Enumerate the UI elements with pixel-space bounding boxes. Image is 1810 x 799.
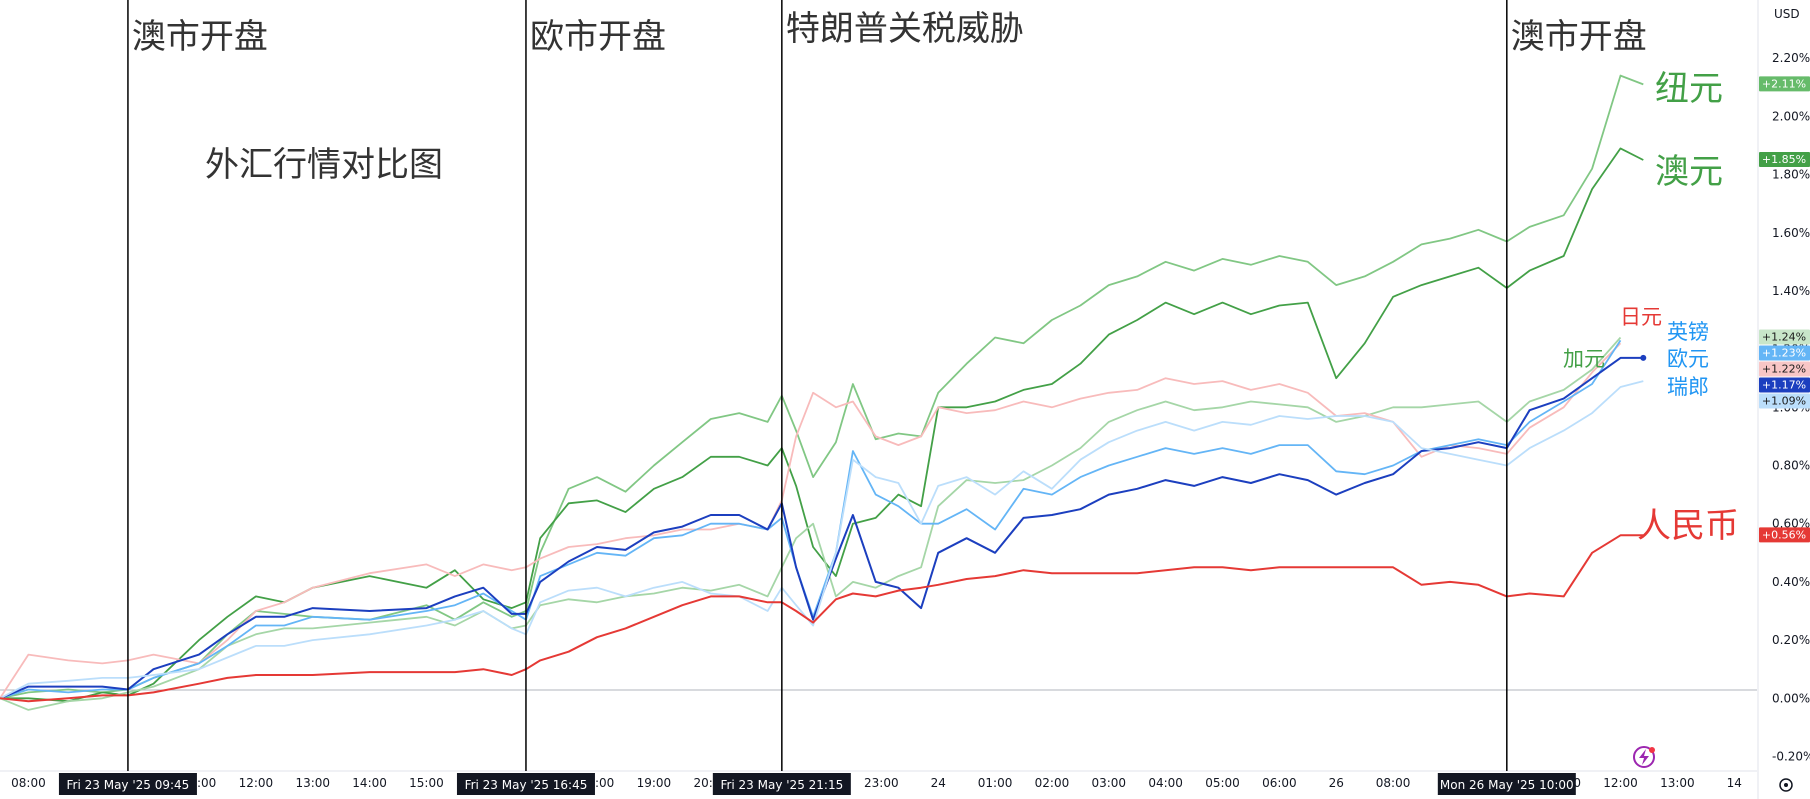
- value-badge: [1759, 76, 1810, 92]
- time-chip-bg: [1437, 773, 1576, 795]
- series-line-3[interactable]: [0, 342, 1622, 699]
- series-label-cny: 人民币: [1637, 506, 1739, 546]
- gear-icon[interactable]: [1779, 778, 1793, 792]
- x-tick-label: 19:00: [637, 776, 672, 790]
- series-line-5[interactable]: [0, 356, 1644, 700]
- series-label-gbp: 英镑: [1667, 320, 1709, 344]
- x-tick-label: 12:00: [1603, 776, 1638, 790]
- event-marker-label: 欧市开盘: [530, 17, 666, 57]
- time-chip-bg: [456, 773, 595, 795]
- time-chip: Fri 23 May '25 16:45: [465, 778, 588, 792]
- series-label-chf: 瑞郎: [1667, 375, 1709, 399]
- series-label-eur: 欧元: [1667, 347, 1709, 371]
- series-line-6[interactable]: [0, 380, 1644, 700]
- x-tick-label: 24: [931, 776, 946, 790]
- event-marker-label: 特朗普关税威胁: [786, 9, 1024, 49]
- value-badge-text: +0.56%: [1762, 528, 1806, 541]
- y-tick-label: -0.20%: [1772, 749, 1810, 763]
- value-badge: [1759, 361, 1810, 377]
- chart-title: 外汇行情对比图: [205, 145, 443, 185]
- series-line-2[interactable]: [0, 336, 1622, 711]
- value-badge: [1759, 527, 1810, 543]
- series-label-cad: 加元: [1563, 347, 1605, 371]
- series-label-aud: 澳元: [1655, 152, 1723, 192]
- x-tick-label: 06:00: [1262, 776, 1297, 790]
- y-tick-label: 1.60%: [1772, 226, 1810, 240]
- y-tick-label: 0.60%: [1772, 517, 1810, 531]
- value-badge-text: +1.24%: [1762, 330, 1806, 343]
- value-badge: [1759, 329, 1810, 345]
- time-chip: Fri 23 May '25 09:45: [67, 778, 190, 792]
- time-chip-bg: [712, 773, 851, 795]
- series-layer: [0, 74, 1647, 711]
- value-badge: [1759, 393, 1810, 409]
- value-badge-text: +1.85%: [1762, 153, 1806, 166]
- value-badge: [1759, 377, 1810, 393]
- y-tick-label: 0.20%: [1772, 633, 1810, 647]
- x-tick-label: 01:00: [978, 776, 1013, 790]
- x-tick-label: 13:00: [295, 776, 330, 790]
- x-tick-label: 26: [1329, 776, 1344, 790]
- x-tick-label: 08:00: [11, 776, 46, 790]
- y-tick-label: 1.80%: [1772, 168, 1810, 182]
- value-badge-text: +1.22%: [1762, 362, 1806, 375]
- time-chip: Mon 26 May '25 10:00: [1440, 778, 1574, 792]
- value-badges: +2.11% +1.85% +1.24% +1.23% +1.22% +1.17% +1.0…: [1759, 76, 1810, 543]
- time-chip-bg: [58, 773, 197, 795]
- event-marker-label: 澳市开盘: [1511, 17, 1647, 57]
- value-badge: [1759, 152, 1810, 168]
- x-tick-label: 13:00: [1660, 776, 1695, 790]
- series-label-nzd: 纽元: [1655, 69, 1723, 109]
- value-badge-text: +1.17%: [1762, 378, 1806, 391]
- x-tick-label: 12:00: [239, 776, 274, 790]
- value-badge: [1759, 345, 1810, 361]
- time-chip: Fri 23 May '25 21:15: [720, 778, 843, 792]
- currency-label[interactable]: USD: [1774, 7, 1800, 21]
- x-tick-label: 23:00: [864, 776, 899, 790]
- x-tick-label: 08:00: [1376, 776, 1411, 790]
- value-badge-text: +1.23%: [1762, 346, 1806, 359]
- value-badge-text: +1.09%: [1762, 394, 1806, 407]
- value-badge-text: +2.11%: [1762, 77, 1806, 90]
- x-tick-label: 02:00: [1035, 776, 1070, 790]
- y-tick-label: 0.80%: [1772, 459, 1810, 473]
- x-tick-label: 05:00: [1205, 776, 1240, 790]
- x-tick-label: 14:00: [352, 776, 387, 790]
- y-tick-label: 0.00%: [1772, 691, 1810, 705]
- y-tick-label: 0.40%: [1772, 575, 1810, 589]
- series-label-group: 纽元 澳元 日元 英镑 加元 欧元 瑞郎 人民币: [1563, 69, 1739, 546]
- x-tick-label: 04:00: [1148, 776, 1183, 790]
- series-line-0[interactable]: [0, 74, 1644, 700]
- event-marker-label: 澳市开盘: [132, 17, 268, 57]
- event-markers: 澳市开盘 Fri 23 May '25 09:45 欧市开盘 Fri 23 May '…: [58, 0, 1647, 795]
- x-tick-label: 03:00: [1091, 776, 1126, 790]
- x-tick-label: 15:00: [409, 776, 444, 790]
- y-tick-label: 1.40%: [1772, 284, 1810, 298]
- series-label-jpy: 日元: [1620, 305, 1662, 329]
- y-tick-label: 2.20%: [1772, 51, 1810, 65]
- x-tick-label: 14: [1727, 776, 1742, 790]
- lightning-icon[interactable]: [1633, 746, 1655, 768]
- series-end-point: [1640, 354, 1647, 361]
- series-line-7[interactable]: [0, 534, 1644, 703]
- y-tick-label: 2.00%: [1772, 109, 1810, 123]
